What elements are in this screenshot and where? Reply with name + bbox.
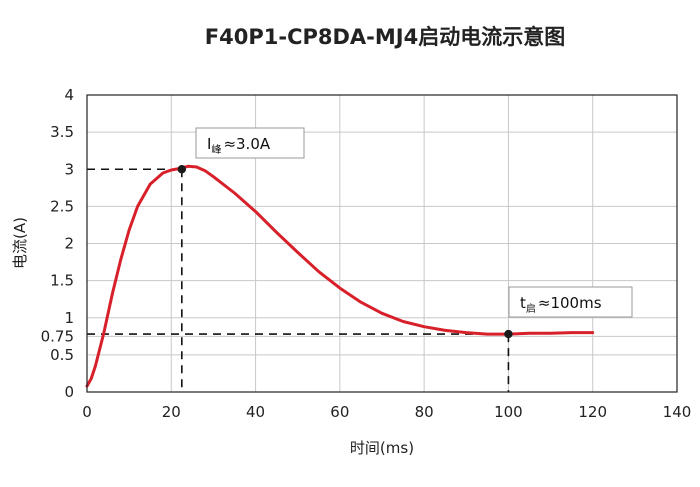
y-tick-label: 3 — [64, 160, 74, 178]
x-tick-label: 40 — [246, 403, 265, 421]
peak-callout-box — [195, 127, 305, 159]
y-tick-label: 1.5 — [50, 272, 74, 290]
start-callout-label: t启 ≈100ms — [520, 294, 602, 315]
y-tick-label: 2 — [64, 235, 74, 253]
x-tick-label: 0 — [82, 403, 92, 421]
y-tick-label: 1 — [64, 309, 74, 327]
start-callout-box — [508, 286, 633, 318]
chart-title: F40P1-CP8DA-MJ4启动电流示意图 — [205, 25, 565, 49]
y-tick-label: 0.5 — [50, 346, 74, 364]
x-tick-label: 100 — [494, 403, 523, 421]
x-tick-label: 140 — [663, 403, 692, 421]
tick-layer: 0 20 40 60 80 100 120 140 0 0.50.751 1.5 2 2.5 3 3.5 4 — [41, 86, 692, 421]
start-callout-subscript: 启 — [526, 302, 536, 315]
x-tick-label: 120 — [578, 403, 607, 421]
curve-layer — [85, 164, 595, 388]
peak-callout-subscript: 峰 — [211, 144, 221, 156]
y-tick-label: 0.75 — [41, 327, 74, 345]
y-axis-label: 电流(A) — [11, 217, 29, 269]
x-tick-label: 80 — [415, 403, 434, 421]
x-tick-label: 60 — [330, 403, 349, 421]
start-callout-value: ≈100ms — [538, 294, 602, 312]
peak-callout-label: I峰 ≈3.0A — [207, 135, 271, 156]
current-curve-line — [85, 164, 595, 388]
plot-frame — [86, 94, 678, 393]
start-marker — [504, 329, 513, 339]
annotation-layer: I峰 ≈3.0A t启 ≈100ms — [177, 127, 633, 339]
peak-marker — [177, 165, 187, 174]
x-axis-label: 时间(ms) — [350, 439, 414, 457]
y-tick-label: 4 — [64, 86, 74, 104]
y-tick-label: 3.5 — [50, 123, 74, 141]
x-tick-label: 20 — [162, 403, 181, 421]
y-tick-label: 0 — [64, 383, 74, 401]
peak-callout-symbol: I — [207, 135, 211, 153]
guide-layer — [87, 168, 510, 392]
grid-layer — [87, 95, 677, 392]
start-callout-symbol: t — [520, 294, 526, 312]
y-tick-label: 2.5 — [50, 197, 74, 215]
peak-callout-value: ≈3.0A — [223, 135, 270, 153]
